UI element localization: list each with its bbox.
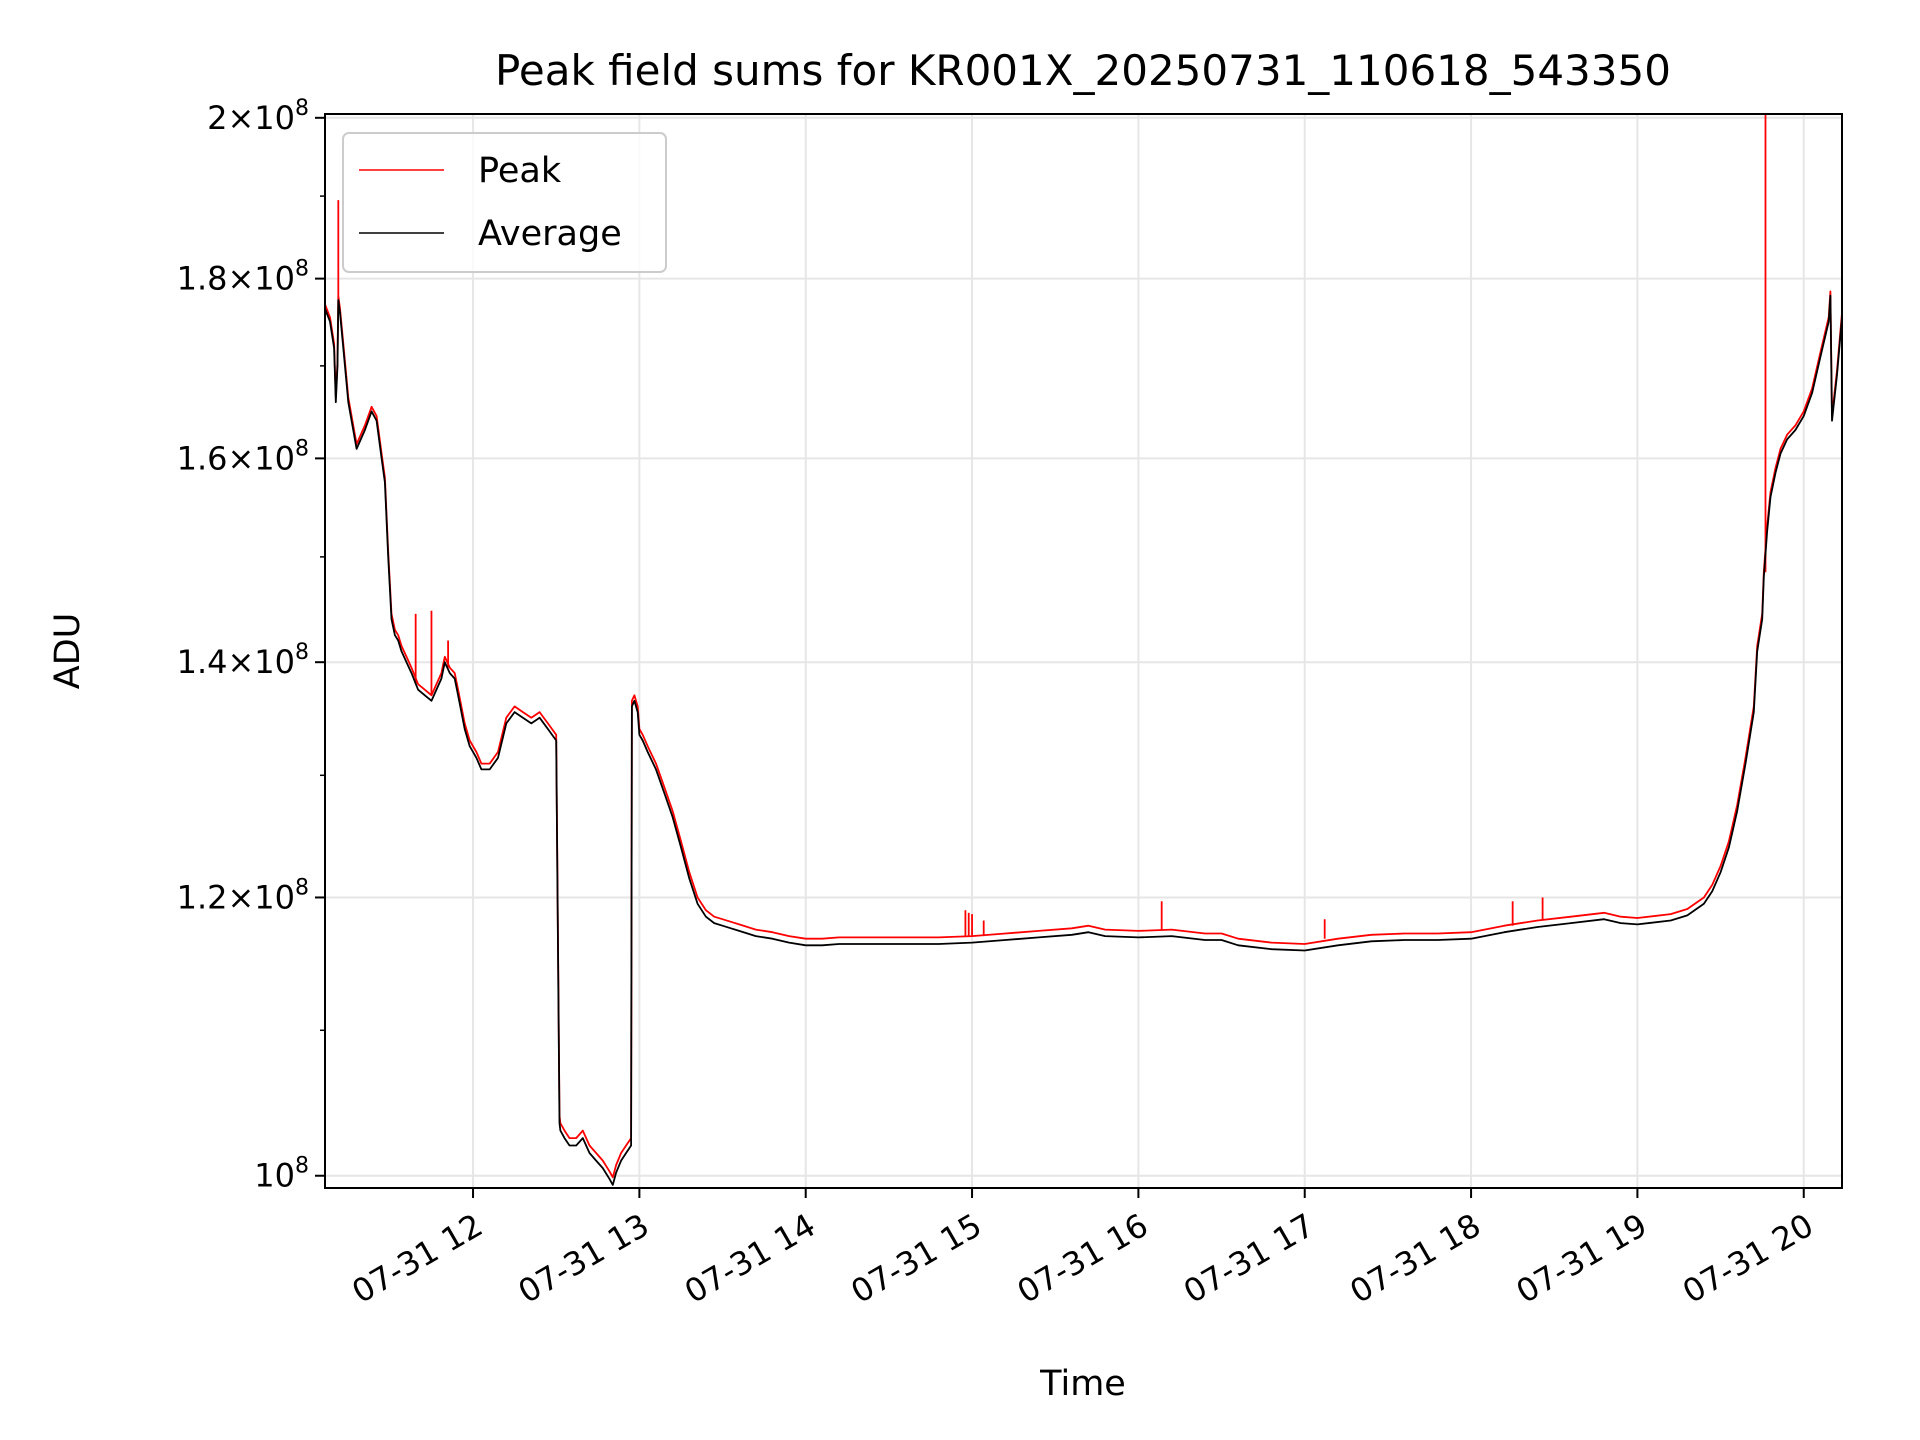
y-axis-title: ADU — [48, 613, 88, 690]
y-tick-mantissa: 2 — [207, 99, 227, 137]
y-tick-mantissa: 1.4 — [177, 643, 228, 681]
plot-series — [325, 114, 1842, 1186]
y-tick-exponent: 8 — [295, 257, 309, 282]
y-tick-label: 1.6×108 — [177, 436, 309, 477]
y-tick-exponent: 8 — [295, 875, 309, 900]
y-tick-label: 1.4×108 — [177, 640, 309, 681]
grid — [325, 114, 1842, 1188]
legend-label-peak: Peak — [478, 151, 562, 191]
y-tick-mantissa: 1.8 — [177, 260, 228, 298]
series-line-average — [325, 294, 1842, 1186]
y-axis: 108 1.2×108 1.4×108 1.6×108 1.8×108 2×108 — [177, 96, 325, 1195]
chart-title: Peak field sums for KR001X_20250731_1106… — [495, 46, 1671, 95]
y-tick-label: 1.2×108 — [177, 875, 309, 916]
y-tick-exponent: 8 — [295, 1154, 309, 1179]
y-tick-exponent: 8 — [295, 436, 309, 461]
x-axis-title: Time — [1039, 1364, 1126, 1404]
y-tick-label: 108 — [254, 1154, 309, 1195]
y-tick-exponent: 8 — [295, 96, 309, 121]
y-tick-exponent: 8 — [295, 640, 309, 665]
legend-box — [342, 132, 667, 273]
plot-frame — [324, 113, 1843, 1189]
legend-label-average: Average — [478, 214, 622, 254]
y-tick-label: 2×108 — [207, 96, 309, 137]
y-tick-mantissa: 1.6 — [177, 439, 228, 477]
series-line-peak — [325, 290, 1842, 1179]
y-tick-label: 1.8×108 — [177, 257, 309, 298]
legend: Peak Average — [342, 132, 667, 273]
y-tick-mantissa: 1.2 — [177, 878, 228, 916]
